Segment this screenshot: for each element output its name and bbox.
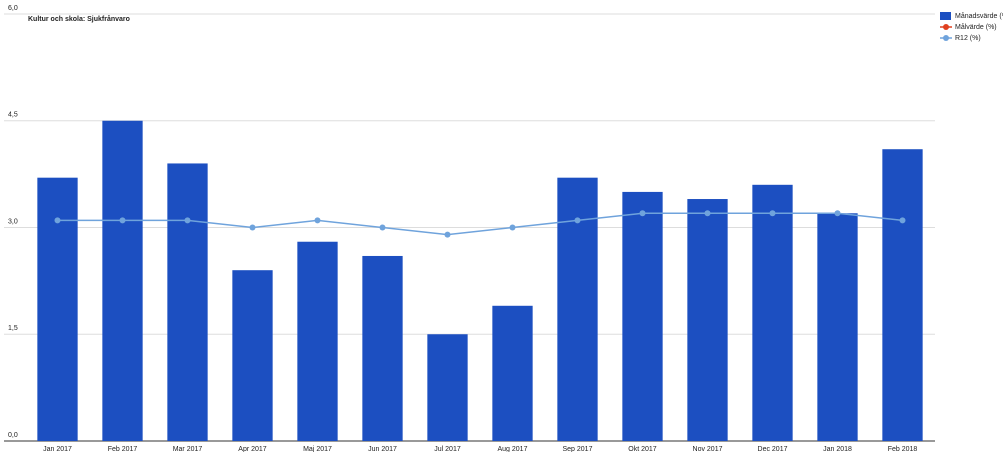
point (379, 224, 386, 231)
bar (752, 184, 793, 442)
legend-label: R12 (%) (955, 35, 981, 42)
x-tick-label: Dec 2017 (758, 446, 788, 452)
legend-label: Månadsvärde (%) (955, 12, 1003, 20)
bar (687, 199, 728, 441)
bar (102, 120, 143, 441)
x-tick-label: Jul 2017 (434, 446, 461, 452)
bar (37, 177, 78, 441)
x-tick-label: Feb 2017 (108, 446, 138, 452)
x-tick-label: Feb 2018 (888, 446, 918, 452)
bar (882, 149, 923, 441)
bar (817, 213, 858, 441)
point (444, 231, 451, 238)
y-tick-label: 4,5 (8, 112, 18, 119)
point (639, 210, 646, 217)
point (249, 224, 256, 231)
y-tick-label: 6,0 (8, 5, 18, 12)
bar (622, 191, 663, 441)
legend-swatch (943, 35, 949, 41)
point (509, 224, 516, 231)
point (704, 210, 711, 217)
x-tick-label: Okt 2017 (628, 446, 657, 452)
bar (362, 255, 403, 441)
point (119, 217, 126, 224)
legend-label: Målvärde (%) (955, 23, 997, 31)
bar (297, 241, 338, 441)
x-tick-label: Jan 2018 (823, 446, 852, 452)
x-tick-label: Jun 2017 (368, 446, 397, 452)
bar (492, 305, 533, 441)
legend-swatch (943, 24, 949, 30)
point (54, 217, 61, 224)
x-tick-label: Nov 2017 (693, 446, 723, 452)
chart-title: Kultur och skola: Sjukfrånvaro (28, 15, 130, 23)
bar (167, 163, 208, 441)
y-tick-label: 1,5 (8, 325, 18, 332)
y-tick-label: 3,0 (8, 218, 18, 225)
y-tick-label: 0,0 (8, 432, 18, 439)
point (899, 217, 906, 224)
line (57, 212, 903, 236)
point (184, 217, 191, 224)
x-tick-label: Apr 2017 (238, 446, 267, 452)
legend-swatch (940, 12, 951, 20)
point (574, 217, 581, 224)
x-tick-label: Mar 2017 (173, 446, 203, 452)
x-tick-label: Aug 2017 (498, 446, 528, 452)
bar (427, 334, 468, 441)
point (834, 210, 841, 217)
x-tick-label: Maj 2017 (303, 446, 332, 452)
x-tick-label: Sep 2017 (563, 446, 593, 452)
point (769, 210, 776, 217)
bar (557, 177, 598, 441)
bar (232, 270, 273, 441)
x-tick-label: Jan 2017 (43, 446, 72, 452)
point (314, 217, 321, 224)
